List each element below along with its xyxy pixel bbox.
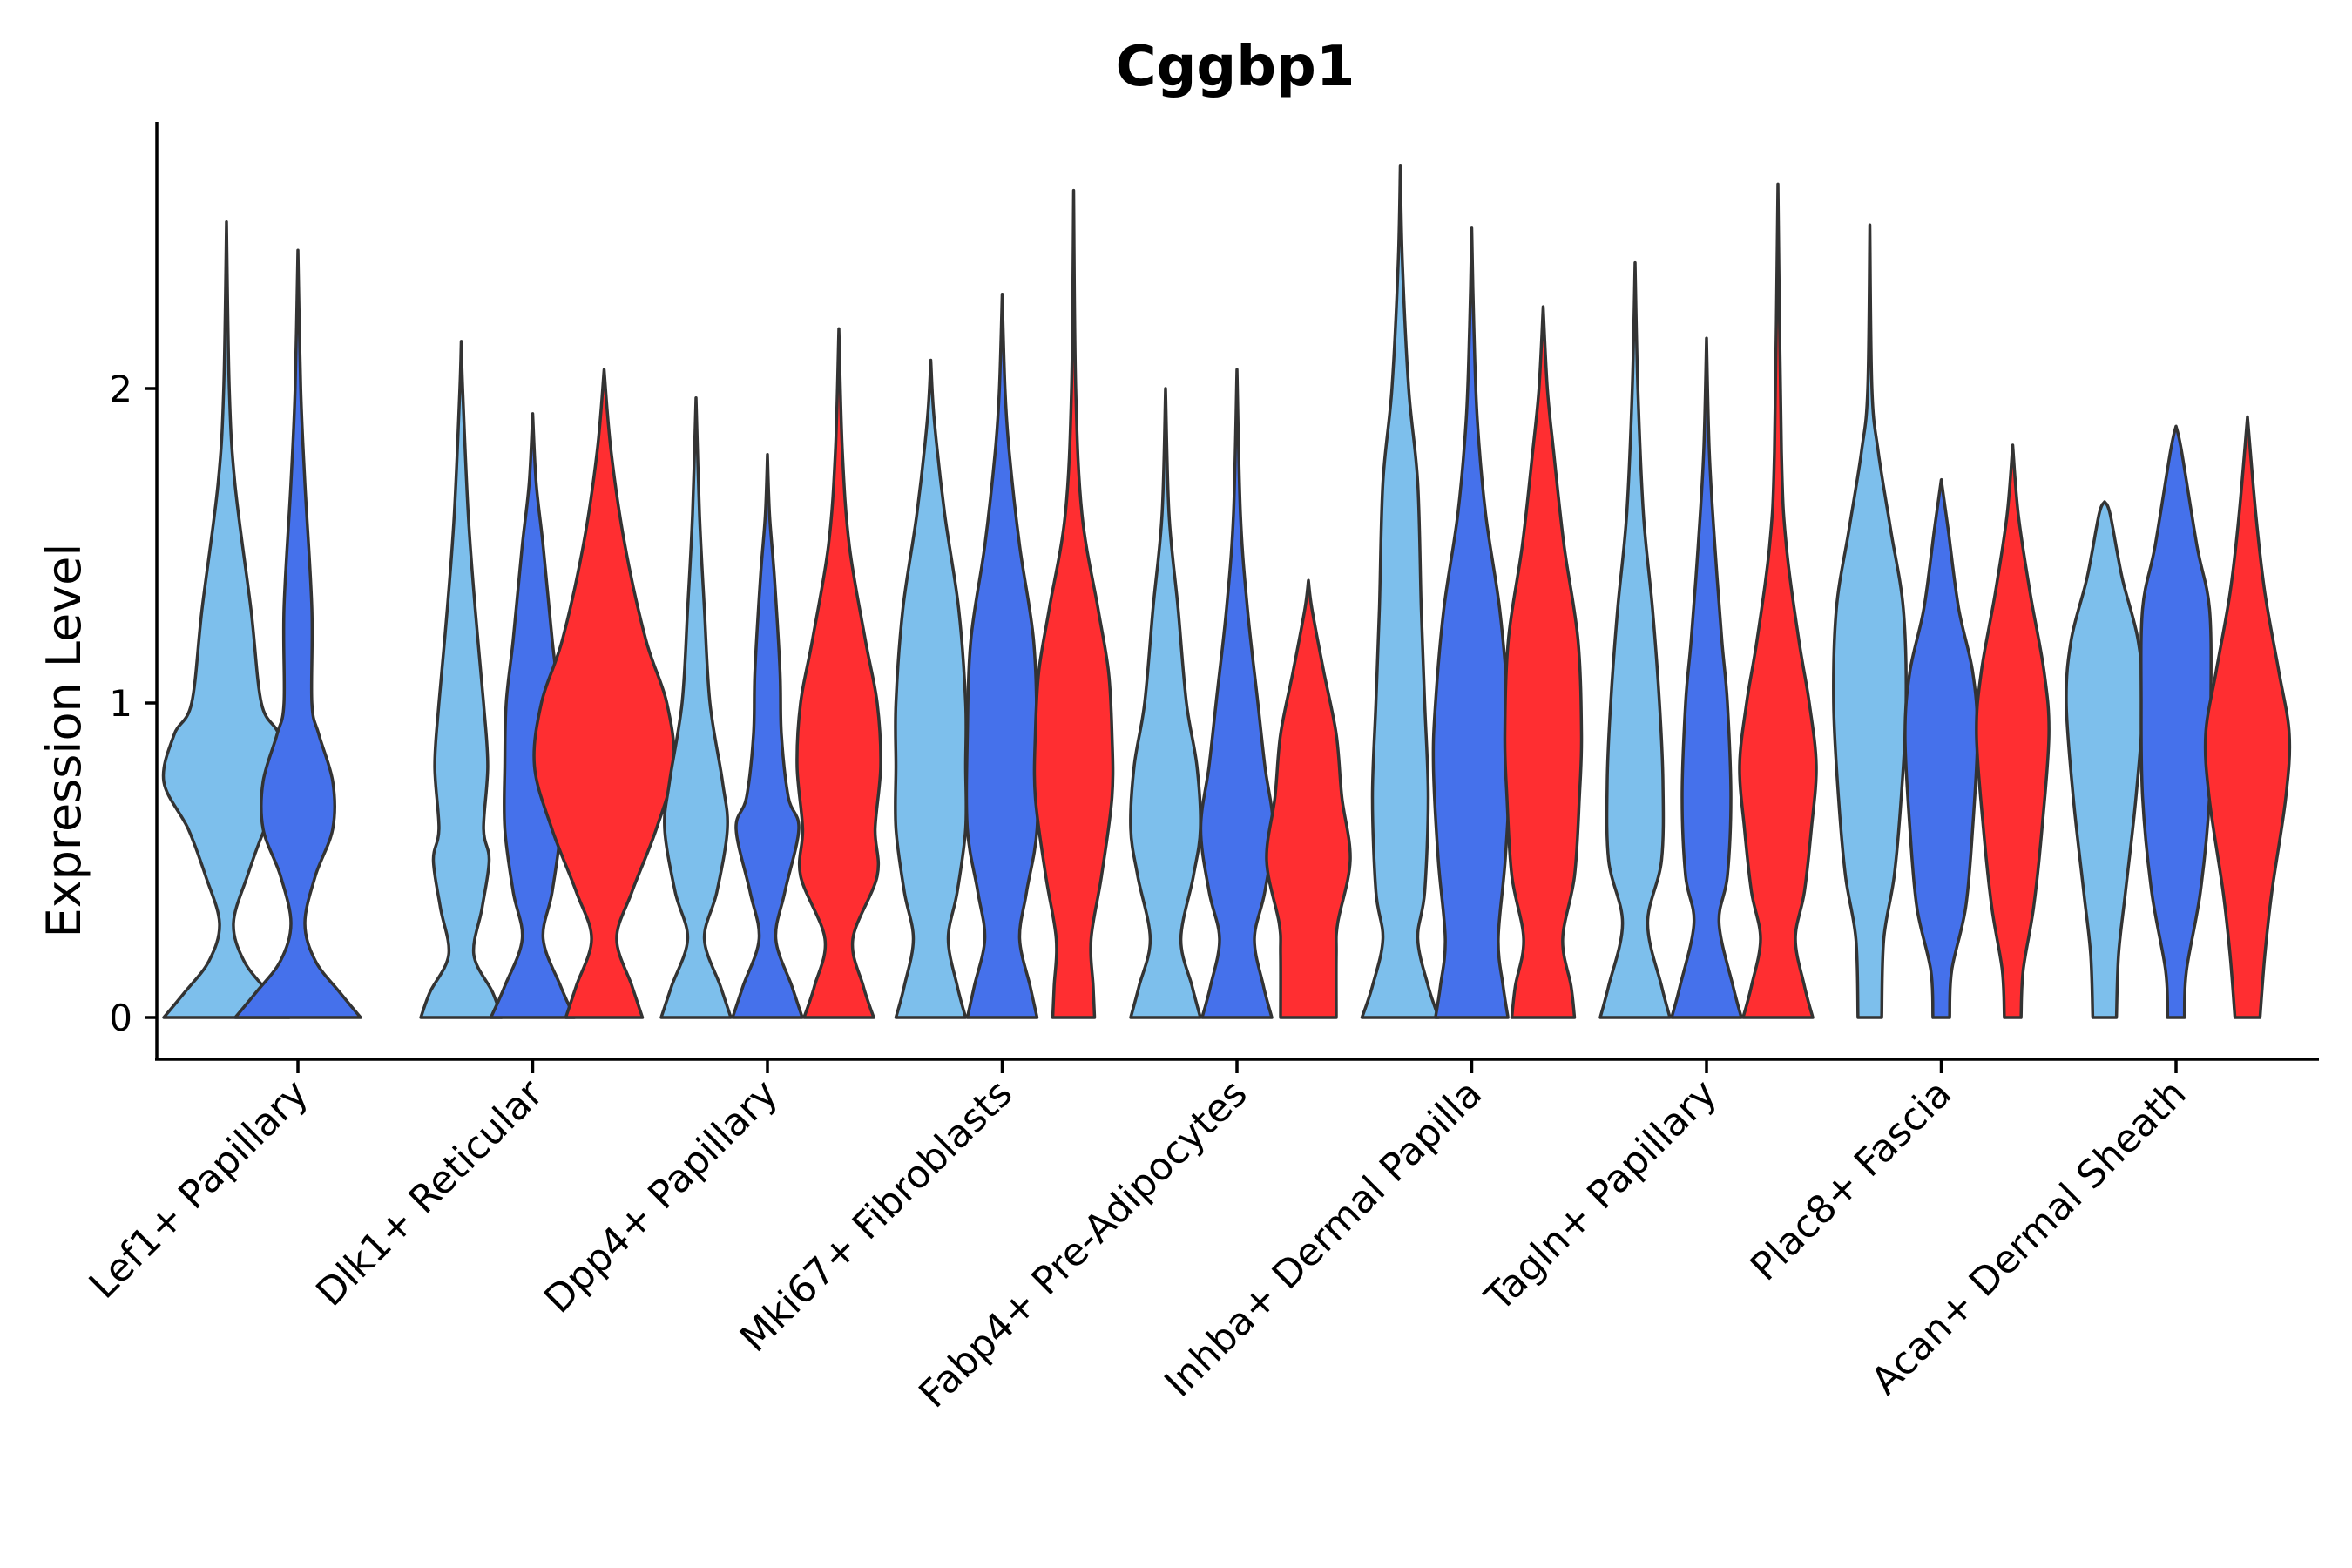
x-tick-label: Tagln+ Papillary	[1477, 1071, 1726, 1321]
violin-8-b	[1903, 477, 1979, 1019]
violin-3-c	[795, 327, 882, 1019]
y-tick-label: 1	[109, 682, 132, 725]
violin-9-b	[2139, 424, 2213, 1019]
violin-6-b	[1431, 226, 1512, 1019]
chart-title: Cggbp1	[1116, 35, 1355, 99]
violin-1-b	[233, 248, 362, 1019]
violin-1-a	[161, 220, 292, 1019]
violin-7-a	[1598, 260, 1672, 1019]
y-tick-label: 0	[109, 997, 132, 1039]
violin-7-b	[1670, 336, 1743, 1019]
violin-4-c	[1032, 188, 1115, 1019]
violin-5-b	[1199, 368, 1275, 1019]
violin-4-a	[894, 358, 968, 1019]
violin-2-c	[532, 368, 676, 1019]
y-axis-label: Expression Level	[37, 544, 91, 938]
x-tick-label: Dlk1+ Reticular	[308, 1071, 552, 1315]
violin-9-c	[2203, 415, 2292, 1019]
y-tick-label: 2	[109, 368, 132, 410]
violin-3-b	[731, 453, 804, 1019]
violin-5-c	[1265, 578, 1352, 1019]
violin-2-a	[419, 340, 504, 1019]
x-tick-label: Dpp4+ Papillary	[536, 1071, 787, 1322]
violin-8-c	[1975, 443, 2051, 1019]
violin-6-c	[1503, 305, 1584, 1019]
y-ticks: 0 1 2	[109, 368, 157, 1039]
x-tick-label: Lef1+ Papillary	[81, 1071, 317, 1308]
violin-4-b	[964, 292, 1040, 1019]
violin-7-c	[1738, 182, 1818, 1019]
violin-8-a	[1832, 223, 1908, 1019]
x-tick-label: Plac8+ Fascia	[1742, 1071, 1961, 1290]
violin-5-a	[1129, 387, 1202, 1019]
violin-2-b	[489, 412, 577, 1019]
violin-9-a	[2065, 500, 2145, 1019]
violin-3-a	[659, 396, 733, 1019]
violin-6-a	[1360, 163, 1441, 1019]
violin-layer	[161, 163, 2292, 1019]
